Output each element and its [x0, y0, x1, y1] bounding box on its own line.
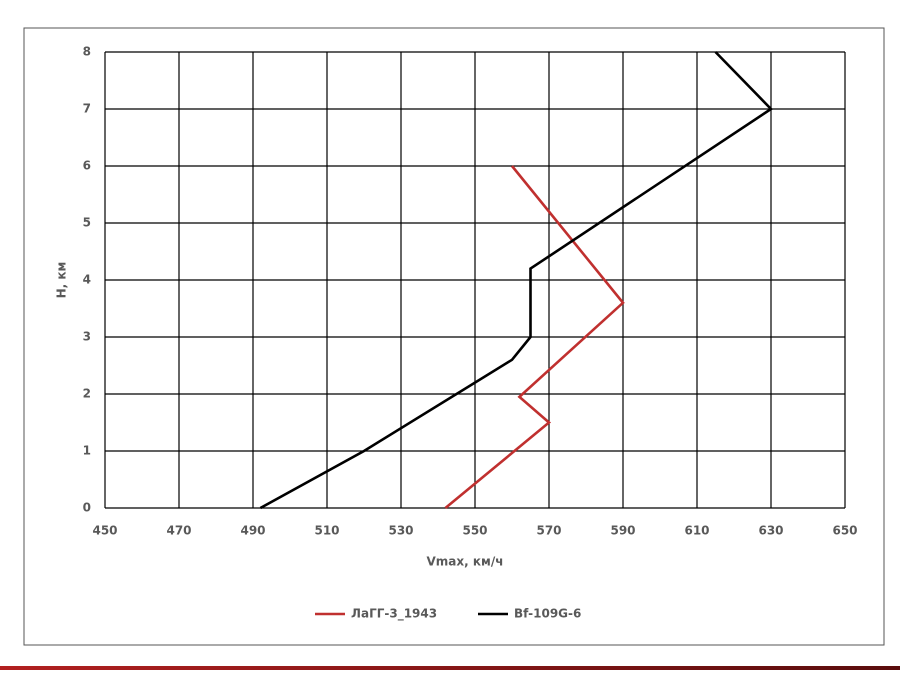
x-tick-label: 590 [610, 524, 635, 538]
y-tick-label: 4 [83, 273, 91, 287]
y-axis-label: H, км [55, 262, 69, 299]
x-tick-label: 570 [536, 524, 561, 538]
y-tick-label: 6 [83, 159, 91, 173]
y-tick-label: 3 [83, 330, 91, 344]
y-tick-label: 5 [83, 216, 91, 230]
x-tick-label: 490 [240, 524, 265, 538]
y-tick-label: 7 [83, 102, 91, 116]
x-tick-label: 610 [684, 524, 709, 538]
y-tick-label: 8 [83, 45, 91, 59]
y-tick-label: 1 [83, 444, 91, 458]
x-tick-label: 550 [462, 524, 487, 538]
legend-label: Bf-109G-6 [514, 607, 581, 621]
data-line [259, 51, 774, 510]
x-tick-label: 630 [758, 524, 783, 538]
x-tick-label: 450 [92, 524, 117, 538]
divider [0, 666, 900, 670]
x-tick-label: 470 [166, 524, 191, 538]
x-tick-label: 530 [388, 524, 413, 538]
x-tick-label: 650 [832, 524, 857, 538]
x-tick-label: 510 [314, 524, 339, 538]
x-axis-label: Vmax, км/ч [427, 555, 504, 569]
y-tick-label: 2 [83, 387, 91, 401]
y-tick-label: 0 [83, 501, 91, 515]
legend-label: ЛаГГ-3_1943 [351, 607, 437, 622]
data-line [444, 165, 625, 510]
